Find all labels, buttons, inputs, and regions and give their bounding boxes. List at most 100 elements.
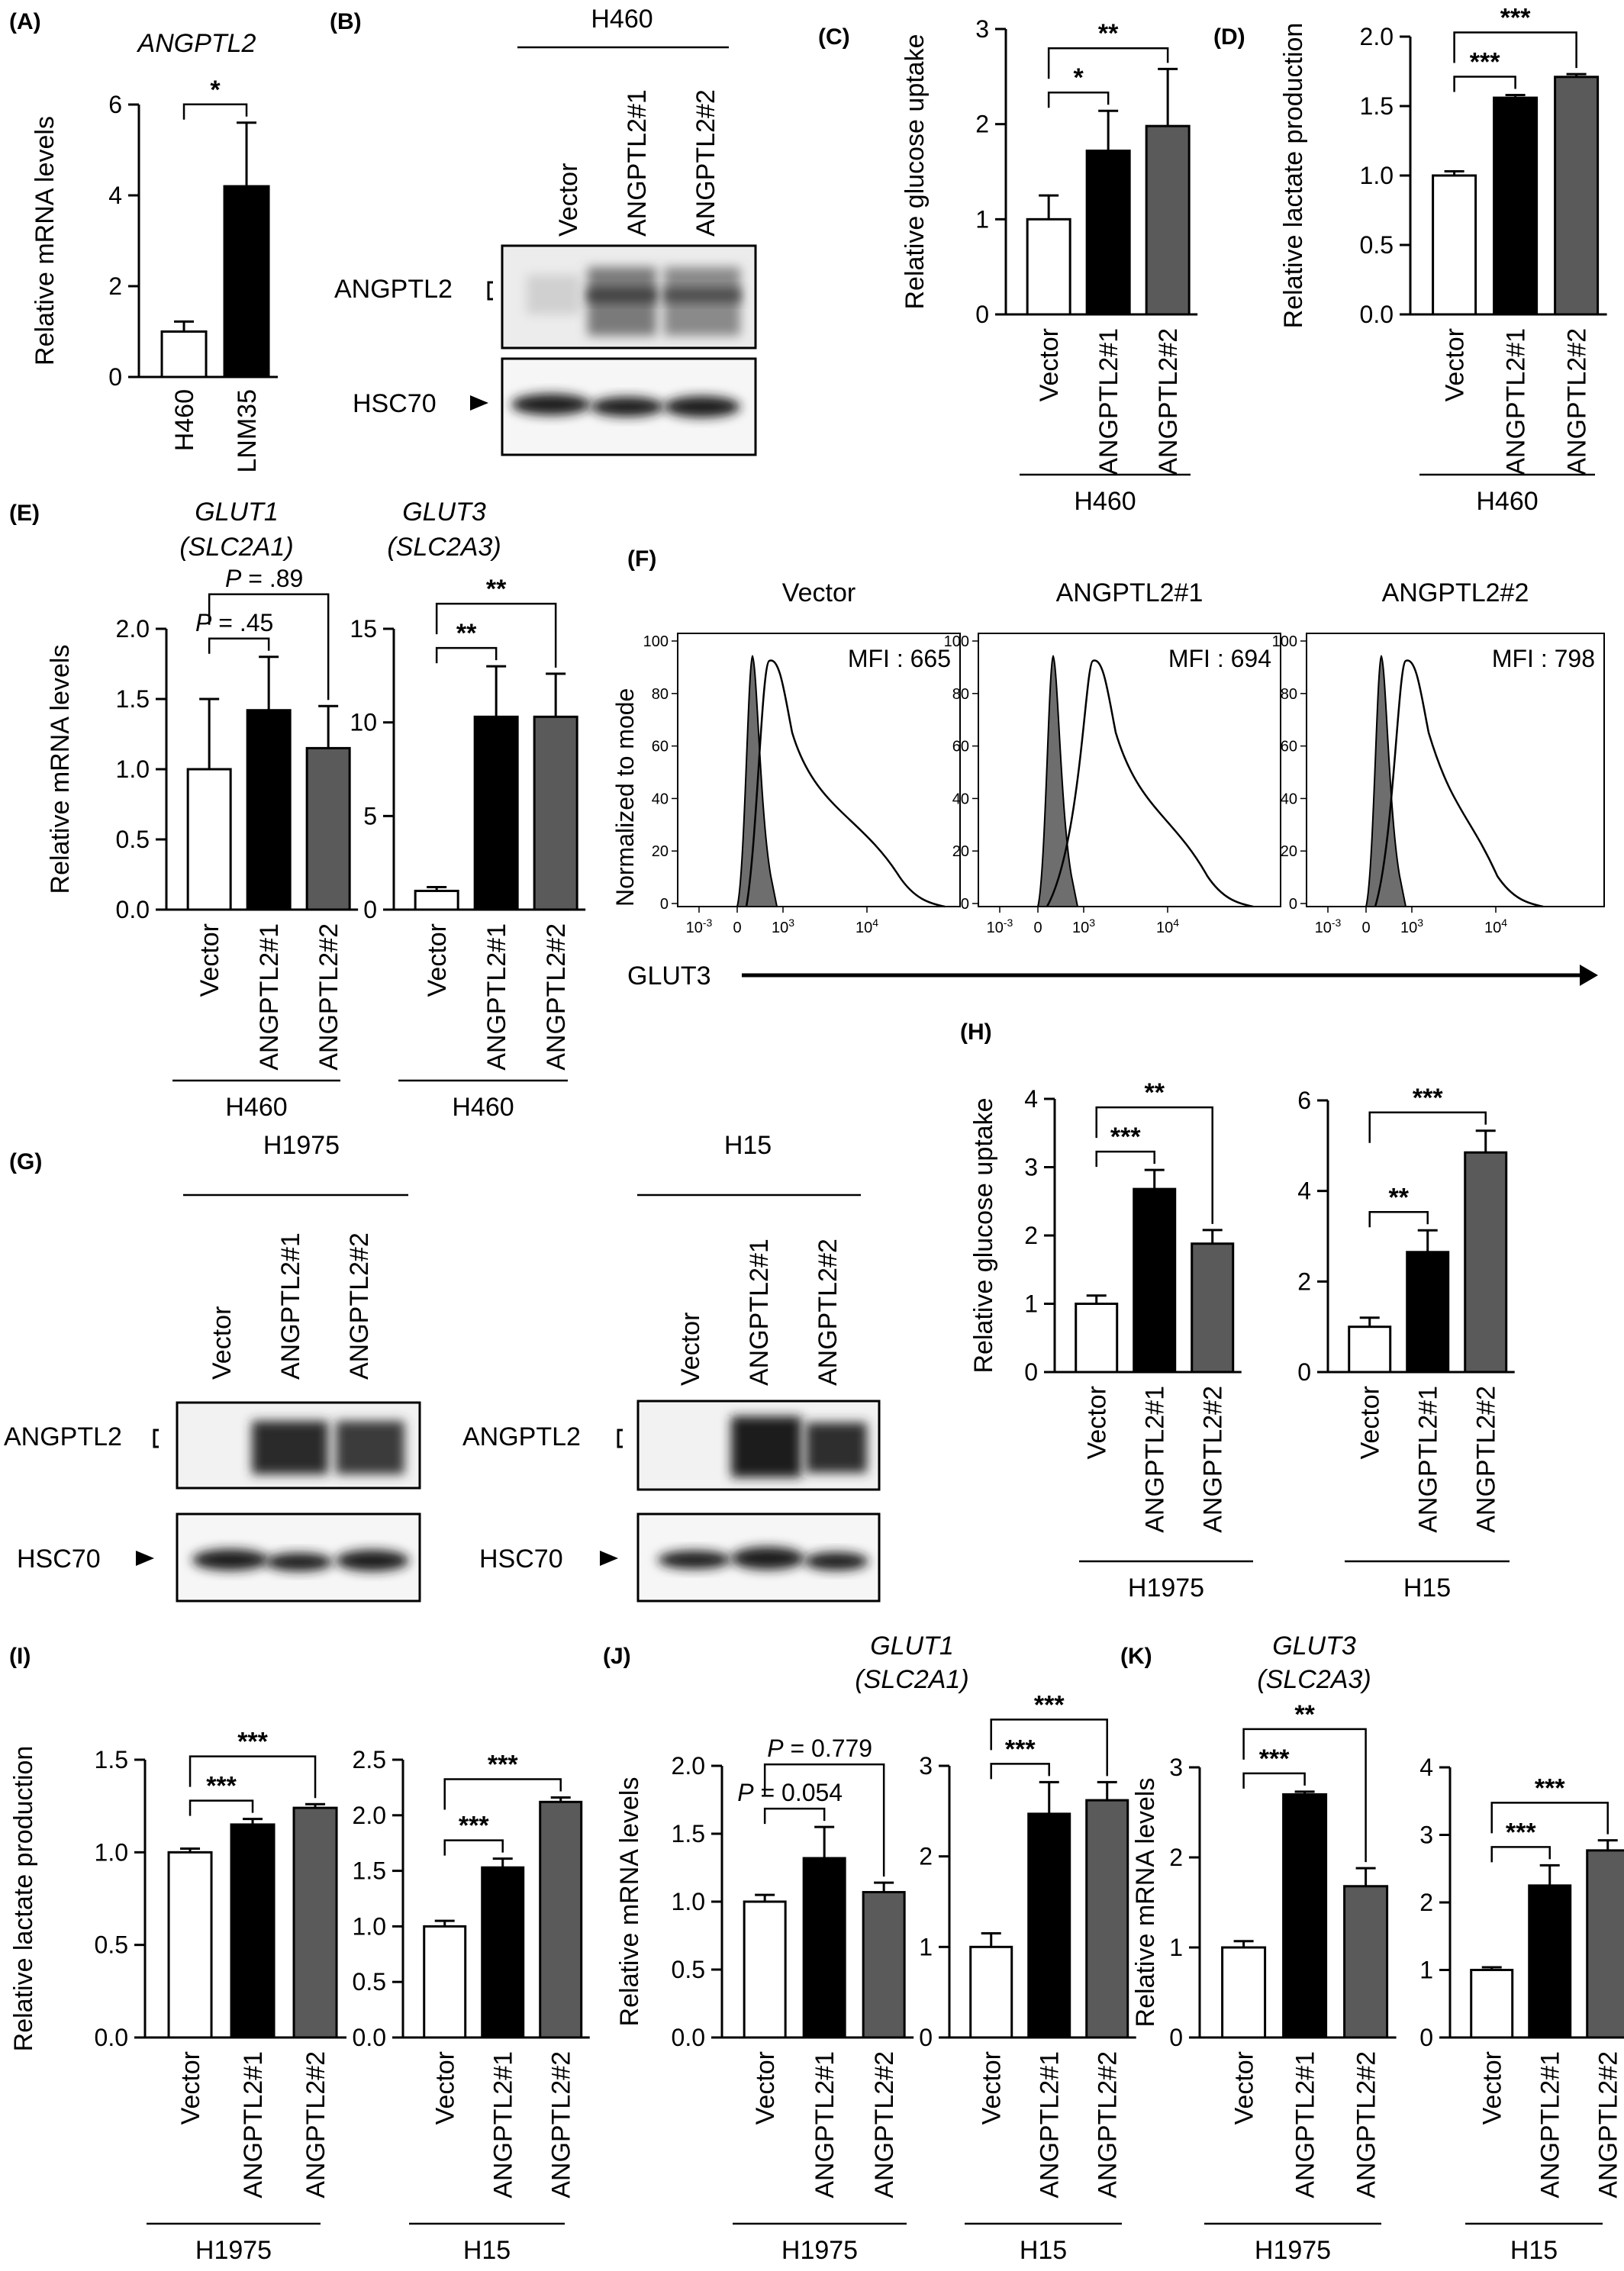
y-tick-label: 1.5 bbox=[353, 1857, 386, 1885]
significance-bracket bbox=[1368, 1211, 1429, 1228]
panel-k-gene-alias: (SLC2A3) bbox=[1257, 1665, 1371, 1694]
western-blot-b: H460 Vector ANGPTL2#1 ANGPTL2#2 ANGPTL2 … bbox=[334, 5, 757, 456]
bar bbox=[1528, 1884, 1572, 2039]
blot-g2-cellline: H15 bbox=[724, 1131, 772, 1160]
blot-g2-label-angptl2: ANGPTL2 bbox=[462, 1422, 581, 1451]
y-tick-label: 1.0 bbox=[1360, 162, 1394, 189]
panel-e-gene2: GLUT3 bbox=[402, 498, 486, 527]
p-value-label: P = 0.779 bbox=[767, 1735, 872, 1762]
y-tick-label: 2.0 bbox=[1360, 23, 1394, 50]
flow-y-tick-label: 80 bbox=[652, 686, 669, 703]
bar bbox=[223, 185, 270, 378]
y-axis-label: Relative mRNA levels bbox=[31, 116, 60, 366]
significance-bracket bbox=[1047, 47, 1169, 79]
y-tick-label: 0 bbox=[975, 301, 989, 328]
bar bbox=[473, 715, 519, 911]
significance-bracket bbox=[188, 1799, 254, 1816]
panel-e-gene1-alias: (SLC2A1) bbox=[179, 533, 293, 562]
flow-y-tick-label: 80 bbox=[1281, 686, 1297, 703]
y-tick-label: 1.5 bbox=[116, 685, 150, 713]
significance-stars: * bbox=[210, 76, 221, 105]
panel-j-gene-alias: (SLC2A1) bbox=[855, 1665, 968, 1694]
significance-bracket bbox=[208, 593, 330, 701]
y-tick-label: 2 bbox=[1024, 1222, 1038, 1249]
significance-stars: *** bbox=[1535, 1773, 1565, 1802]
flow-x-tick-label: 10-3 bbox=[1315, 916, 1342, 936]
p-value-label: P = .89 bbox=[225, 565, 303, 592]
category-label: Vector bbox=[423, 923, 452, 997]
bar bbox=[1221, 1946, 1267, 2039]
bar bbox=[292, 1806, 338, 2039]
flow-y-tick-label: 60 bbox=[652, 739, 669, 755]
category-label: Vector bbox=[1035, 328, 1064, 401]
y-tick-label: 3 bbox=[975, 15, 989, 43]
y-tick-label: 2 bbox=[1169, 1844, 1183, 1871]
blot-b-lane-vector: Vector bbox=[554, 163, 583, 237]
y-tick-label: 1.0 bbox=[672, 1888, 705, 1915]
bar bbox=[1464, 1151, 1508, 1374]
flow-y-tick-label: 20 bbox=[952, 843, 969, 860]
bar-chart-j1: 0.0 0.5 1.0 1.5 2.0 Relative mRNA levels Vecto… bbox=[615, 1735, 914, 2265]
y-axis-label: Relative mRNA levels bbox=[46, 645, 75, 894]
flow-panel-f: Normalized to mode GLUT3 Vector MFI : 665… bbox=[611, 578, 1605, 991]
category-label: ANGPTL2#2 bbox=[547, 2051, 576, 2199]
blot-g1-label-hsc70: HSC70 bbox=[17, 1545, 101, 1574]
bar bbox=[862, 1891, 906, 2039]
significance-bracket bbox=[435, 602, 557, 668]
bar-chart-i1: 0.0 0.5 1.0 1.5 Relative lactate production V… bbox=[9, 1728, 347, 2265]
significance-bracket bbox=[208, 637, 270, 654]
category-label: ANGPTL2#1 bbox=[255, 923, 284, 1071]
y-tick-label: 1 bbox=[1024, 1290, 1038, 1318]
significance-bracket bbox=[1453, 31, 1577, 69]
category-label: Vector bbox=[1356, 1386, 1385, 1459]
panel-label-h: (H) bbox=[960, 1020, 992, 1045]
arrow-right-icon bbox=[1580, 965, 1598, 986]
y-tick-label: 0 bbox=[1024, 1358, 1038, 1386]
bar bbox=[230, 1823, 276, 2039]
y-tick-label: 2 bbox=[1297, 1268, 1311, 1295]
significance-bracket bbox=[1095, 1150, 1155, 1168]
y-tick-label: 2 bbox=[919, 1843, 933, 1870]
bar bbox=[1348, 1326, 1392, 1374]
bar bbox=[414, 889, 459, 911]
panel-label-a: (A) bbox=[9, 9, 41, 34]
y-axis-label: Relative glucose uptake bbox=[969, 1097, 998, 1373]
bar bbox=[743, 1900, 787, 2039]
bar bbox=[1191, 1242, 1235, 1374]
blot-g1-cellline: H1975 bbox=[263, 1131, 340, 1160]
y-tick-label: 4 bbox=[1297, 1177, 1311, 1205]
significance-stars: *** bbox=[1034, 1690, 1065, 1719]
significance-bracket bbox=[1453, 76, 1516, 92]
flow-y-tick-label: 60 bbox=[952, 739, 969, 755]
flow-x-tick-label: 0 bbox=[733, 920, 741, 936]
panel-label-c: (C) bbox=[818, 24, 850, 50]
flow-title: ANGPTL2#2 bbox=[1382, 578, 1529, 607]
flow-x-tick-label: 103 bbox=[772, 916, 794, 936]
group-label: H1975 bbox=[781, 2236, 858, 2265]
flow-x-tick-label: 104 bbox=[856, 916, 878, 936]
y-tick-label: 0.5 bbox=[353, 1968, 386, 1996]
y-tick-label: 0.0 bbox=[672, 2024, 705, 2051]
panel-e-gene2-alias: (SLC2A3) bbox=[387, 533, 501, 562]
panel-title-angptl2: ANGPTL2 bbox=[137, 29, 256, 58]
flow-y-tick-label: 20 bbox=[652, 843, 669, 860]
bar bbox=[1282, 1793, 1328, 2039]
y-axis-label: Relative mRNA levels bbox=[615, 1777, 644, 2027]
significance-bracket bbox=[1368, 1111, 1487, 1143]
sample-histogram bbox=[745, 659, 946, 908]
significance-stars: ** bbox=[456, 619, 477, 648]
significance-bracket bbox=[1490, 1802, 1609, 1835]
bar bbox=[186, 768, 232, 911]
panel-label-j: (J) bbox=[603, 1644, 631, 1669]
bar-chart-h1: 0 1 2 3 4 Relative glucose uptake Vector ANGPTL… bbox=[969, 1078, 1253, 1603]
y-tick-label: 0.0 bbox=[95, 2024, 128, 2051]
y-tick-label: 0.5 bbox=[95, 1931, 128, 1959]
y-tick-label: 5 bbox=[363, 802, 377, 829]
panel-label-b: (B) bbox=[330, 9, 362, 34]
group-label: H460 bbox=[1074, 487, 1136, 516]
bar bbox=[1343, 1885, 1389, 2039]
significance-stars: *** bbox=[1470, 47, 1500, 76]
significance-bracket bbox=[990, 1719, 1108, 1777]
sample-histogram bbox=[1374, 659, 1544, 908]
western-blot-g-h1975: H1975 Vector ANGPTL2#1 ANGPTL2#2 ANGPTL2… bbox=[4, 1131, 421, 1603]
